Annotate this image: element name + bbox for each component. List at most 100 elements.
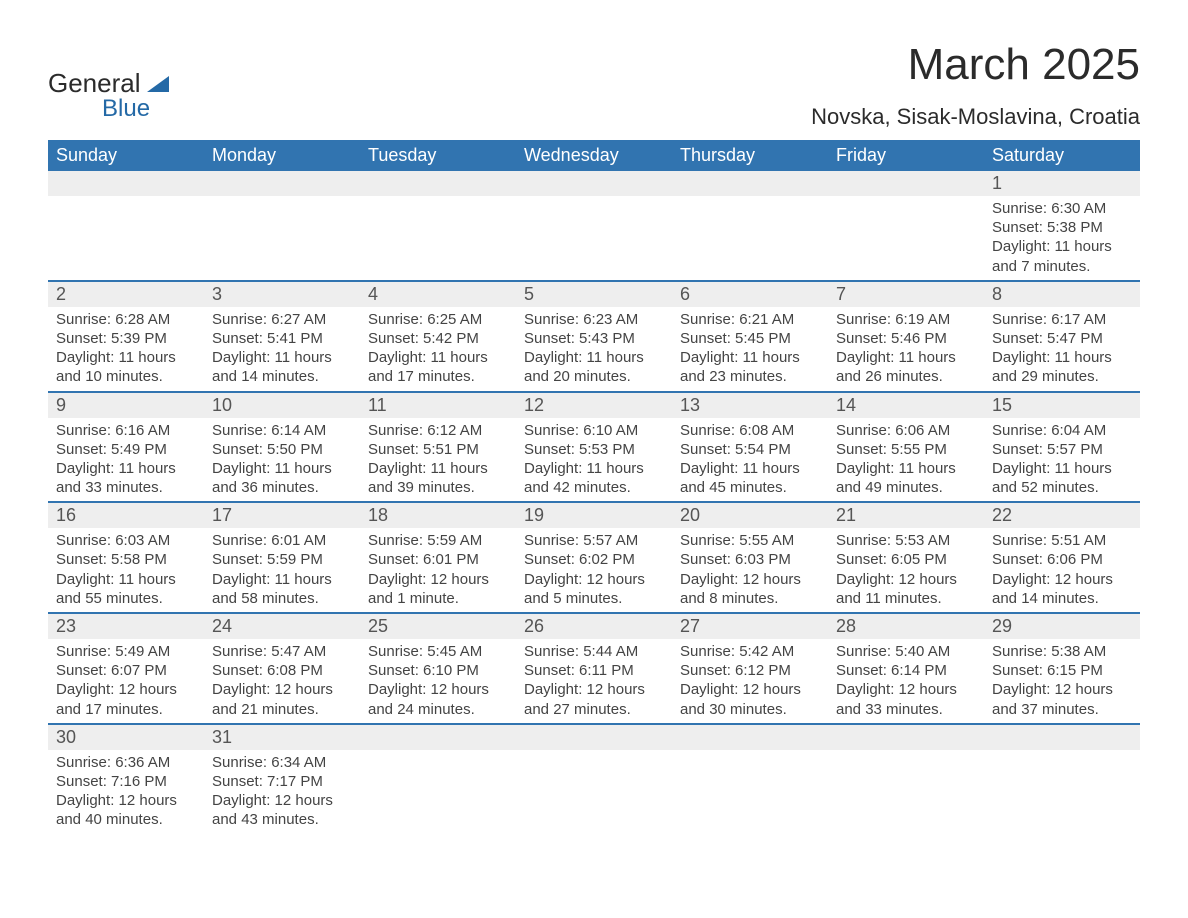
sunrise-line: Sunrise: 6:21 AM [680, 310, 820, 329]
sunrise-line: Sunrise: 6:04 AM [992, 421, 1132, 440]
day-number: 14 [828, 393, 984, 418]
calendar-page: General Blue March 2025 Novska, Sisak-Mo… [0, 0, 1188, 918]
daylight-line-a: Daylight: 11 hours [836, 459, 976, 478]
day-detail: Sunrise: 6:27 AMSunset: 5:41 PMDaylight:… [204, 307, 360, 391]
daylight-line-b: and 37 minutes. [992, 700, 1132, 719]
header: General Blue March 2025 Novska, Sisak-Mo… [48, 40, 1140, 130]
calendar-day-cell: 9Sunrise: 6:16 AMSunset: 5:49 PMDaylight… [48, 392, 204, 503]
calendar-week-row: 2Sunrise: 6:28 AMSunset: 5:39 PMDaylight… [48, 281, 1140, 392]
calendar-day-cell [516, 171, 672, 281]
day-number: 19 [516, 503, 672, 528]
day-number: 3 [204, 282, 360, 307]
sunset-line: Sunset: 6:14 PM [836, 661, 976, 680]
sunrise-line: Sunrise: 6:14 AM [212, 421, 352, 440]
weekday-header: Saturday [984, 140, 1140, 171]
sunset-line: Sunset: 7:17 PM [212, 772, 352, 791]
daylight-line-b: and 7 minutes. [992, 257, 1132, 276]
calendar-day-cell: 12Sunrise: 6:10 AMSunset: 5:53 PMDayligh… [516, 392, 672, 503]
calendar-day-cell: 31Sunrise: 6:34 AMSunset: 7:17 PMDayligh… [204, 724, 360, 834]
day-detail: Sunrise: 6:23 AMSunset: 5:43 PMDaylight:… [516, 307, 672, 391]
calendar-day-cell [204, 171, 360, 281]
brand-triangle-icon [147, 76, 169, 92]
sunset-line: Sunset: 5:55 PM [836, 440, 976, 459]
daylight-line-b: and 27 minutes. [524, 700, 664, 719]
sunrise-line: Sunrise: 5:45 AM [368, 642, 508, 661]
sunset-line: Sunset: 6:11 PM [524, 661, 664, 680]
daylight-line-b: and 45 minutes. [680, 478, 820, 497]
day-number: 29 [984, 614, 1140, 639]
day-detail: Sunrise: 6:08 AMSunset: 5:54 PMDaylight:… [672, 418, 828, 502]
weekday-header: Sunday [48, 140, 204, 171]
calendar-day-cell: 5Sunrise: 6:23 AMSunset: 5:43 PMDaylight… [516, 281, 672, 392]
daylight-line-b: and 29 minutes. [992, 367, 1132, 386]
day-number: 28 [828, 614, 984, 639]
weekday-header-row: Sunday Monday Tuesday Wednesday Thursday… [48, 140, 1140, 171]
daylight-line-b: and 30 minutes. [680, 700, 820, 719]
daylight-line-a: Daylight: 11 hours [680, 459, 820, 478]
calendar-day-cell: 7Sunrise: 6:19 AMSunset: 5:46 PMDaylight… [828, 281, 984, 392]
daylight-line-b: and 49 minutes. [836, 478, 976, 497]
sunrise-line: Sunrise: 6:06 AM [836, 421, 976, 440]
sunrise-line: Sunrise: 6:08 AM [680, 421, 820, 440]
daylight-line-a: Daylight: 11 hours [368, 459, 508, 478]
day-detail: Sunrise: 6:12 AMSunset: 5:51 PMDaylight:… [360, 418, 516, 502]
daylight-line-a: Daylight: 12 hours [56, 680, 196, 699]
brand-logo: General Blue [48, 68, 169, 123]
daylight-line-b: and 5 minutes. [524, 589, 664, 608]
sunrise-line: Sunrise: 6:10 AM [524, 421, 664, 440]
calendar-week-row: 1Sunrise: 6:30 AMSunset: 5:38 PMDaylight… [48, 171, 1140, 281]
daylight-line-b: and 21 minutes. [212, 700, 352, 719]
sunset-line: Sunset: 5:39 PM [56, 329, 196, 348]
calendar-week-row: 23Sunrise: 5:49 AMSunset: 6:07 PMDayligh… [48, 613, 1140, 724]
location-subtitle: Novska, Sisak-Moslavina, Croatia [811, 104, 1140, 130]
daylight-line-a: Daylight: 12 hours [836, 570, 976, 589]
calendar-day-cell: 8Sunrise: 6:17 AMSunset: 5:47 PMDaylight… [984, 281, 1140, 392]
sunset-line: Sunset: 5:50 PM [212, 440, 352, 459]
daylight-line-b: and 11 minutes. [836, 589, 976, 608]
sunrise-line: Sunrise: 5:42 AM [680, 642, 820, 661]
day-number: 26 [516, 614, 672, 639]
day-detail: Sunrise: 6:21 AMSunset: 5:45 PMDaylight:… [672, 307, 828, 391]
day-number: 5 [516, 282, 672, 307]
title-block: March 2025 Novska, Sisak-Moslavina, Croa… [811, 40, 1140, 130]
day-number: 15 [984, 393, 1140, 418]
sunrise-line: Sunrise: 5:57 AM [524, 531, 664, 550]
daylight-line-a: Daylight: 12 hours [680, 680, 820, 699]
sunset-line: Sunset: 5:51 PM [368, 440, 508, 459]
daylight-line-a: Daylight: 11 hours [56, 570, 196, 589]
day-number [828, 725, 984, 750]
daylight-line-b: and 43 minutes. [212, 810, 352, 829]
daylight-line-b: and 39 minutes. [368, 478, 508, 497]
calendar-day-cell: 4Sunrise: 6:25 AMSunset: 5:42 PMDaylight… [360, 281, 516, 392]
sunset-line: Sunset: 6:15 PM [992, 661, 1132, 680]
daylight-line-b: and 24 minutes. [368, 700, 508, 719]
sunrise-line: Sunrise: 5:49 AM [56, 642, 196, 661]
sunset-line: Sunset: 6:03 PM [680, 550, 820, 569]
day-detail: Sunrise: 5:40 AMSunset: 6:14 PMDaylight:… [828, 639, 984, 723]
sunset-line: Sunset: 6:12 PM [680, 661, 820, 680]
calendar-day-cell: 30Sunrise: 6:36 AMSunset: 7:16 PMDayligh… [48, 724, 204, 834]
sunset-line: Sunset: 5:46 PM [836, 329, 976, 348]
day-detail: Sunrise: 5:53 AMSunset: 6:05 PMDaylight:… [828, 528, 984, 612]
calendar-day-cell: 6Sunrise: 6:21 AMSunset: 5:45 PMDaylight… [672, 281, 828, 392]
day-detail: Sunrise: 5:38 AMSunset: 6:15 PMDaylight:… [984, 639, 1140, 723]
day-detail: Sunrise: 6:03 AMSunset: 5:58 PMDaylight:… [48, 528, 204, 612]
sunrise-line: Sunrise: 5:59 AM [368, 531, 508, 550]
calendar-day-cell: 16Sunrise: 6:03 AMSunset: 5:58 PMDayligh… [48, 502, 204, 613]
calendar-body: 1Sunrise: 6:30 AMSunset: 5:38 PMDaylight… [48, 171, 1140, 834]
sunset-line: Sunset: 6:01 PM [368, 550, 508, 569]
calendar-week-row: 30Sunrise: 6:36 AMSunset: 7:16 PMDayligh… [48, 724, 1140, 834]
day-number: 7 [828, 282, 984, 307]
daylight-line-a: Daylight: 11 hours [524, 459, 664, 478]
day-number: 18 [360, 503, 516, 528]
calendar-day-cell: 1Sunrise: 6:30 AMSunset: 5:38 PMDaylight… [984, 171, 1140, 281]
sunset-line: Sunset: 5:58 PM [56, 550, 196, 569]
daylight-line-a: Daylight: 11 hours [56, 348, 196, 367]
sunset-line: Sunset: 6:05 PM [836, 550, 976, 569]
day-detail: Sunrise: 6:17 AMSunset: 5:47 PMDaylight:… [984, 307, 1140, 391]
daylight-line-b: and 55 minutes. [56, 589, 196, 608]
daylight-line-a: Daylight: 11 hours [680, 348, 820, 367]
calendar-day-cell: 25Sunrise: 5:45 AMSunset: 6:10 PMDayligh… [360, 613, 516, 724]
day-number: 1 [984, 171, 1140, 196]
sunset-line: Sunset: 5:38 PM [992, 218, 1132, 237]
